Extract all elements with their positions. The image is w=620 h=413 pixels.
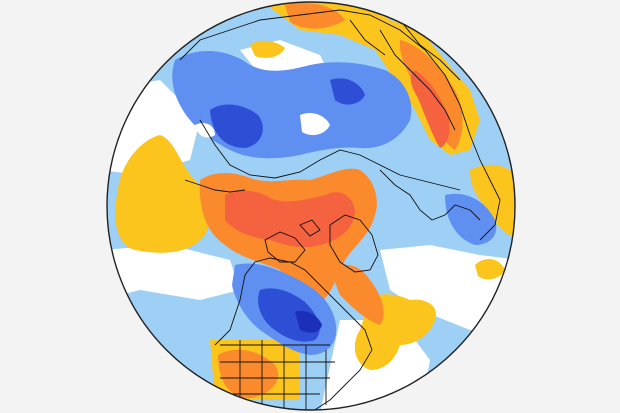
coastline-arctic-islands (264, 219, 321, 263)
siberia-cold-core-2 (330, 78, 365, 105)
arctic-neutral-patch (300, 113, 330, 136)
east-asia-warm-anomaly (260, 2, 480, 155)
coastline-north-america (214, 257, 373, 410)
central-asia-warm-anomaly (410, 70, 450, 148)
us-state-grid (220, 340, 335, 410)
hudson-cold-extreme (295, 310, 322, 333)
asia-borders (349, 19, 461, 131)
anomaly-field (107, 2, 515, 410)
small-warm-patch-north (250, 40, 285, 58)
neutral-band-south-west (107, 245, 240, 300)
small-warm-patch-mid (475, 258, 505, 280)
arctic-warm-anomaly (225, 190, 355, 248)
coastline-greenland (329, 214, 379, 273)
southeast-asia-warm-anomaly (470, 164, 515, 240)
coastlines (179, 9, 501, 410)
north-africa-cold-medium (445, 193, 497, 245)
east-asia-warm-core (285, 3, 345, 29)
arctic-neutral-patch-2 (195, 123, 215, 138)
greenland-warm-arm (330, 264, 384, 325)
north-pacific-warm-anomaly (115, 135, 211, 253)
coastline-siberia (199, 119, 461, 191)
coastline-eurasia (179, 9, 501, 241)
coastline-alaska (184, 179, 246, 193)
map-boundary-circle (106, 1, 516, 411)
coastline-europe (379, 169, 481, 221)
east-siberia-cold-core (210, 104, 263, 148)
